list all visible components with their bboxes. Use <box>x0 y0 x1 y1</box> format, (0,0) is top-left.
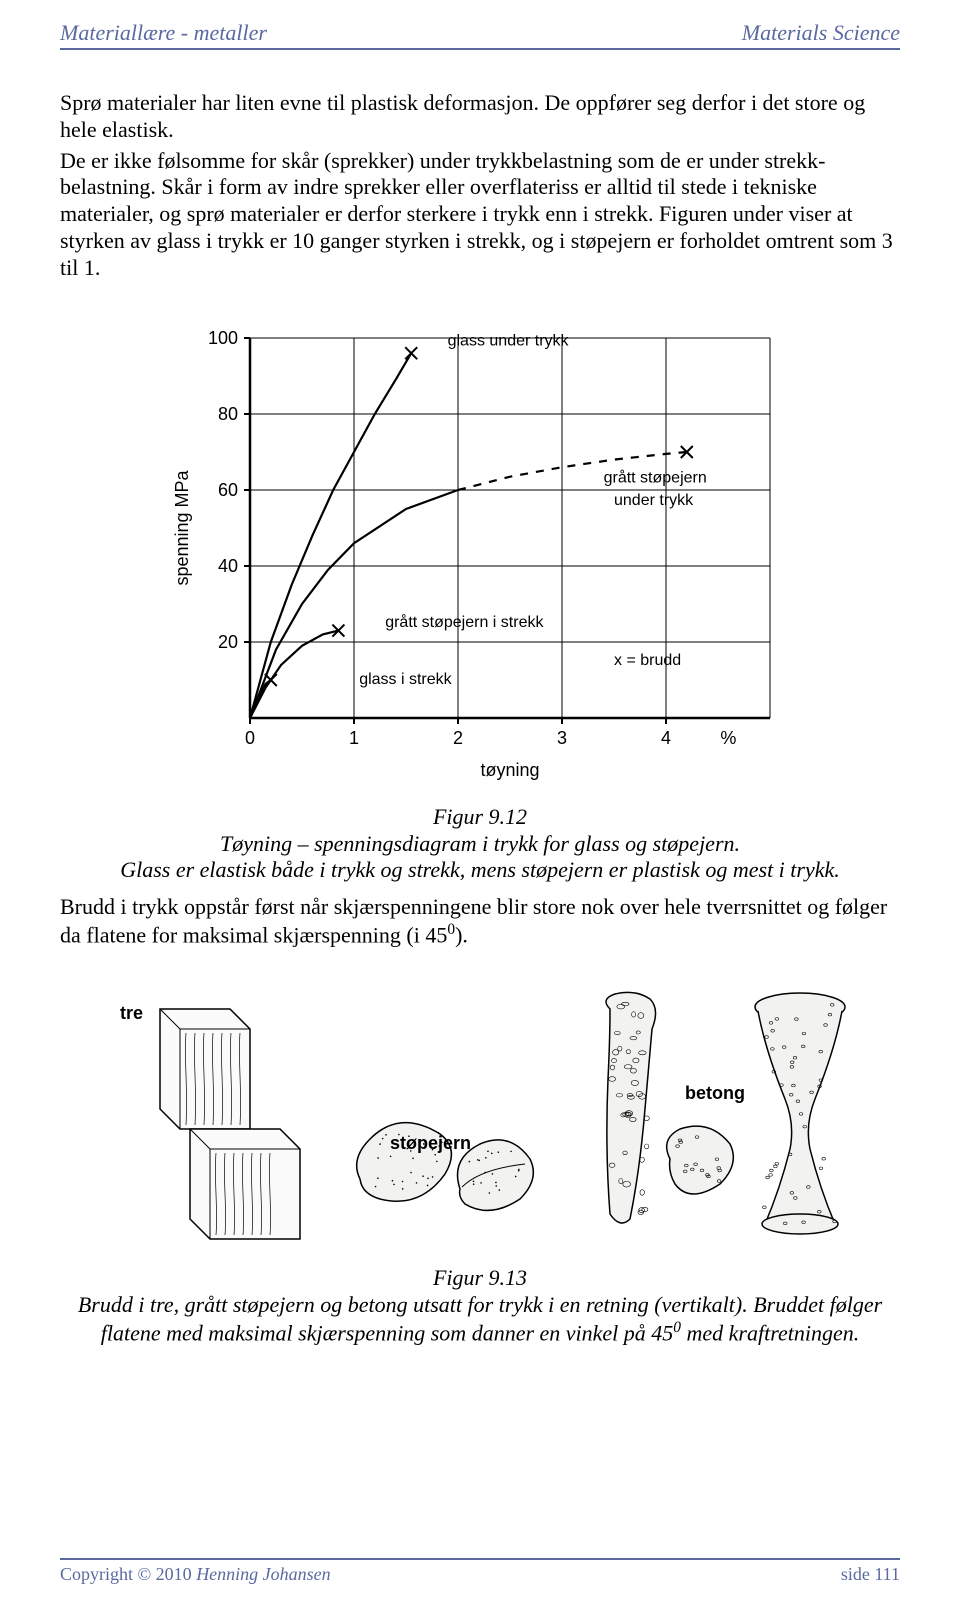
para2: Brudd i trykk oppstår først når skjærspe… <box>60 894 900 949</box>
figure-1-number: Figur 9.12 <box>433 804 527 829</box>
header-left: Materiallære - metaller <box>60 20 267 46</box>
paragraph-2: Brudd i trykk oppstår først når skjærspe… <box>60 894 900 949</box>
svg-text:betong: betong <box>685 1083 745 1103</box>
figure-1: 20 40 60 80 100 0 1 2 3 4% spenning MPa tøyning glas… <box>60 298 900 798</box>
figure-2-caption-line2-b: med kraftretningen. <box>681 1320 859 1345</box>
para1-b: De er ikke følsomme for skår (sprekker) … <box>60 148 900 282</box>
svg-text:60: 60 <box>218 480 238 500</box>
svg-text:40: 40 <box>218 556 238 576</box>
header-right: Materials Science <box>742 20 900 46</box>
svg-text:100: 100 <box>208 328 238 348</box>
footer-page: side 111 <box>841 1564 900 1585</box>
para1-a: Sprø materialer har liten evne til plast… <box>60 90 900 144</box>
page: Materiallære - metaller Materials Scienc… <box>0 0 960 1605</box>
figure-1-caption-line2: Glass er elastisk både i trykk og strekk… <box>120 857 840 882</box>
svg-text:støpejern: støpejern <box>390 1133 471 1153</box>
figure-2-caption: Figur 9.13 Brudd i tre, grått støpejern … <box>60 1265 900 1347</box>
figure-1-caption-line1: Tøyning – spenningsdiagram i trykk for g… <box>220 831 740 856</box>
fracture-illustration: tre støpejern betong <box>110 979 850 1259</box>
svg-text:2: 2 <box>453 728 463 748</box>
svg-text:80: 80 <box>218 404 238 424</box>
svg-text:tøyning: tøyning <box>480 760 539 780</box>
para2-sup: 0 <box>447 921 455 938</box>
svg-text:4: 4 <box>661 728 671 748</box>
svg-text:glass under trykk: glass under trykk <box>448 332 570 349</box>
figure-2-caption-line2-a: flatene med maksimal skjærspenning som d… <box>101 1320 674 1345</box>
svg-text:grått støpejern i strekk: grått støpejern i strekk <box>385 613 544 631</box>
paragraph-1: Sprø materialer har liten evne til plast… <box>60 90 900 282</box>
svg-text:%: % <box>720 728 736 748</box>
footer-author: Henning Johansen <box>196 1564 330 1584</box>
page-footer: Copyright © 2010 Henning Johansen side 1… <box>60 1558 900 1585</box>
svg-text:grått støpejern: grått støpejern <box>604 468 707 486</box>
svg-text:20: 20 <box>218 632 238 652</box>
para2-b: ). <box>455 922 468 947</box>
figure-2-caption-line2-sup: 0 <box>673 1319 681 1336</box>
figure-2: tre støpejern betong <box>60 979 900 1259</box>
svg-text:x = brudd: x = brudd <box>614 652 681 669</box>
figure-2-caption-line1: Brudd i tre, grått støpejern og betong u… <box>78 1292 882 1317</box>
footer-left: Copyright © 2010 Henning Johansen <box>60 1564 331 1585</box>
svg-text:1: 1 <box>349 728 359 748</box>
svg-text:3: 3 <box>557 728 567 748</box>
svg-text:under trykk: under trykk <box>614 492 694 509</box>
figure-1-caption: Figur 9.12 Tøyning – spenningsdiagram i … <box>60 804 900 884</box>
page-header: Materiallære - metaller Materials Scienc… <box>60 20 900 50</box>
svg-text:glass i strekk: glass i strekk <box>359 671 452 688</box>
para2-a: Brudd i trykk oppstår først når skjærspe… <box>60 894 887 947</box>
footer-copyright: Copyright © 2010 <box>60 1564 196 1584</box>
figure-2-number: Figur 9.13 <box>433 1265 527 1290</box>
svg-text:spenning MPa: spenning MPa <box>172 469 192 585</box>
svg-text:tre: tre <box>120 1003 143 1023</box>
stress-strain-chart: 20 40 60 80 100 0 1 2 3 4% spenning MPa tøyning glas… <box>170 298 790 798</box>
svg-text:0: 0 <box>245 728 255 748</box>
